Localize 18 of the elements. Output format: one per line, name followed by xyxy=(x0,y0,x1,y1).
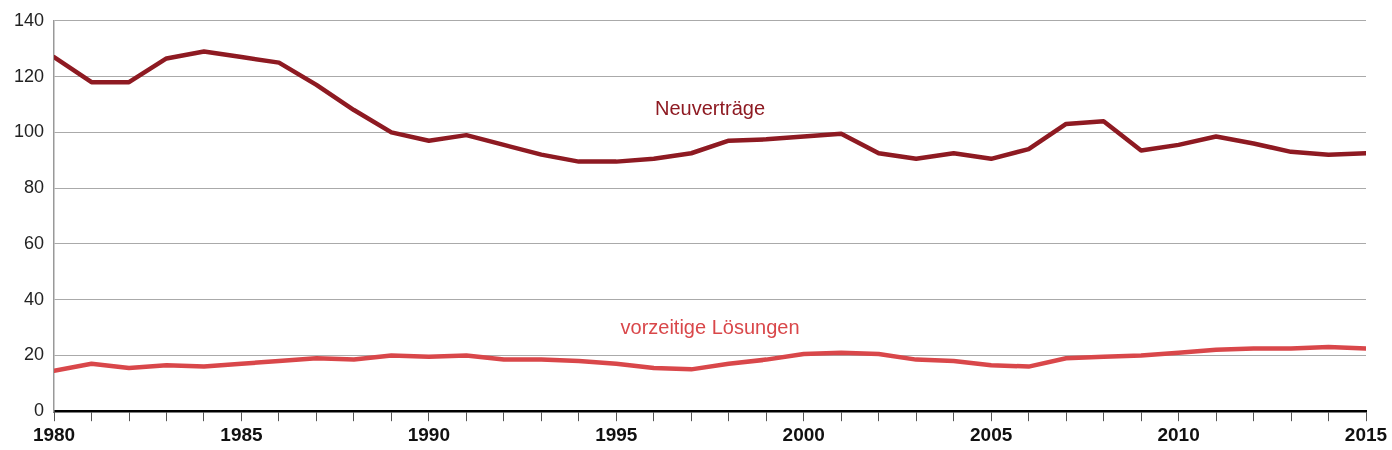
y-tick-label: 20 xyxy=(24,344,45,365)
x-tick-label: 1985 xyxy=(220,423,264,445)
x-tick-label: 1990 xyxy=(407,423,451,445)
x-tick-label: 2005 xyxy=(970,423,1013,445)
x-tick-label: 1995 xyxy=(595,423,638,445)
series-label: vorzeitige Lösungen xyxy=(620,316,800,339)
y-tick-label: 100 xyxy=(13,121,45,142)
x-tick-label: 2000 xyxy=(782,423,825,445)
y-tick-label: 120 xyxy=(13,65,45,86)
y-tick-label: 0 xyxy=(34,400,45,421)
x-tick-label: 1980 xyxy=(32,423,76,445)
y-tick-label: 60 xyxy=(24,232,45,253)
y-tick-label: 40 xyxy=(24,288,45,309)
series-label: Neuverträge xyxy=(654,97,766,120)
x-tick-label: 2015 xyxy=(1344,423,1388,445)
x-tick-label: 2010 xyxy=(1157,423,1200,445)
y-tick-label: 140 xyxy=(13,9,45,30)
y-tick-label: 80 xyxy=(24,177,45,198)
